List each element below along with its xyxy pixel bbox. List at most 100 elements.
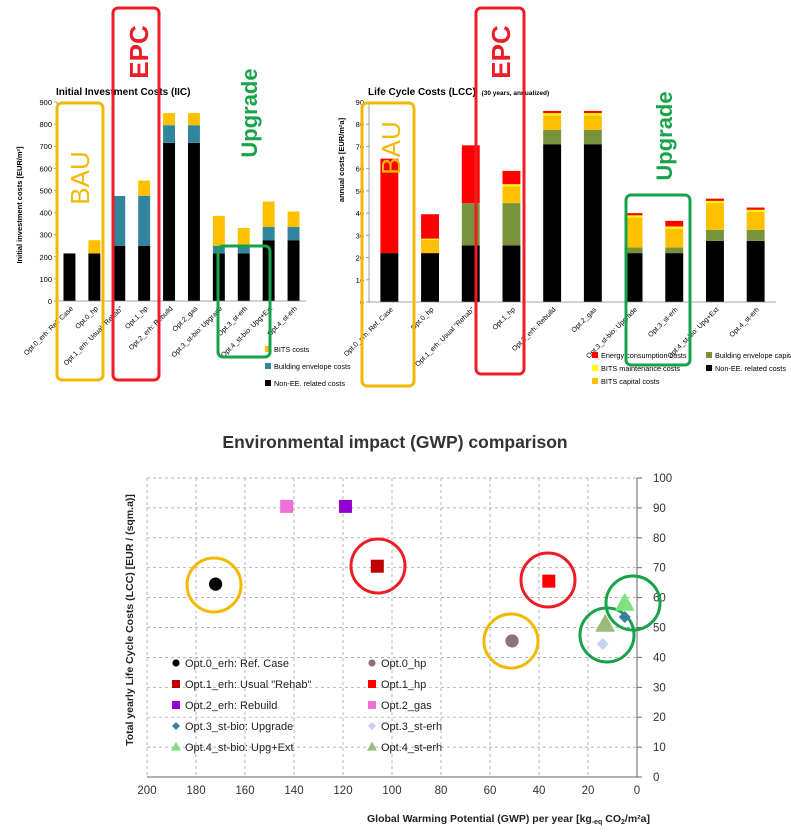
iic-bar-building-envelope-costs (237, 245, 250, 254)
lcc-y-tick-label: 80 (356, 120, 364, 129)
upgrade-label-iic: Upgrade (237, 68, 262, 157)
iic-bar-bits-costs (262, 201, 275, 227)
lcc-legend: Energy consumption costs BITS maintenance… (592, 351, 791, 386)
lcc-bar-energy-consumption-costs (543, 110, 562, 114)
iic-y-tick-label: 400 (39, 209, 52, 218)
iic-legend: BITS costs Building envelope costs Non-EE.… (265, 345, 351, 388)
gwp-legend-item: Opt.2_erh: Rebuild (172, 700, 277, 712)
epc-circle-rehab (349, 537, 407, 595)
bau-label-lcc: BAU (376, 121, 406, 174)
lcc-bar-building-envelope-capital-costs (543, 129, 562, 145)
gwp-x-tick-label: 20 (582, 785, 595, 797)
gwp-legend-label: Opt.2_erh: Rebuild (185, 700, 277, 712)
lcc-bar-non-ee-related-costs (624, 253, 643, 302)
iic-x-tick-label: Opt.0_erh: Ref. Case (23, 305, 75, 357)
lcc-legend-label: Building envelope capital costs (715, 351, 791, 360)
gwp-x-tick-label: 100 (382, 785, 401, 797)
gwp-point-opt-3-st-erh (596, 637, 609, 650)
lcc-x-tick-label: Opt.0_erh: Ref. Case (343, 306, 395, 358)
lcc-bar-building-envelope-capital-costs (624, 247, 643, 254)
lcc-y-tick-label: 30 (356, 231, 364, 240)
gwp-point-opt-0-erh-ref-case (171, 658, 181, 668)
gwp-y-tick-label: 0 (653, 772, 659, 784)
lcc-bar-non-ee-related-costs (421, 253, 440, 302)
gwp-point-opt-2-gas (280, 499, 294, 513)
gwp-legend-label: Opt.0_erh: Ref. Case (185, 658, 289, 670)
iic-bar-bits-costs (163, 113, 176, 126)
iic-y-tick-label: 800 (39, 120, 52, 129)
lcc-legend-swatch (592, 352, 598, 358)
lcc-legend-label: BITS capital costs (601, 377, 660, 386)
iic-bar-bits-costs (287, 211, 300, 227)
lcc-x-tick-label: Opt.1_hp (492, 306, 517, 331)
lcc-bar-energy-consumption-costs (746, 207, 765, 210)
iic-bar-bits-costs (88, 240, 101, 254)
gwp-point-opt-2-erh-rebuild (338, 499, 352, 513)
gwp-legend-label: Opt.4_st-erh (381, 742, 442, 754)
gwp-point-opt-4-st-erh (367, 741, 377, 751)
epc-label-iic: EPC (124, 25, 154, 79)
gwp-point-opt-3-st-bio-upgrade (172, 722, 180, 730)
gwp-y-tick-label: 20 (653, 712, 666, 724)
gwp-point-opt-0-hp (367, 658, 377, 668)
gwp-x-tick-label: 200 (137, 785, 156, 797)
lcc-bar-bits-capital-costs (705, 203, 724, 230)
iic-bar-non-ee-related-costs (138, 245, 151, 301)
lcc-legend-swatch (706, 352, 712, 358)
lcc-legend-swatch (592, 378, 598, 384)
gwp-point-opt-4-st-erh (595, 613, 616, 632)
lcc-y-tick-label: 60 (356, 165, 364, 174)
lcc-bar-bits-capital-costs (502, 186, 521, 204)
lcc-y-tick-label: 10 (356, 276, 364, 285)
lcc-bar-building-envelope-capital-costs (746, 229, 765, 241)
gwp-x-axis-label: Global Warming Potential (GWP) per year … (367, 813, 650, 826)
upgrade-box-iic (216, 244, 272, 359)
gwp-legend-item: Opt.1_hp (368, 679, 426, 691)
gwp-point-opt-0-erh-ref-case (208, 576, 224, 592)
gwp-point-opt-4-st-bio-upg-ext (614, 592, 635, 611)
upgrade-box-lcc (624, 193, 692, 367)
gwp-x-axis-label-sub2: 2 (621, 819, 625, 826)
iic-y-tick-label: 700 (39, 142, 52, 151)
lcc-legend-swatch (592, 365, 598, 371)
iic-bar-building-envelope-costs (187, 125, 200, 143)
bau-circle-hp (482, 612, 540, 670)
gwp-legend-label: Opt.1_erh: Usual "Rehab" (185, 679, 312, 691)
lcc-chart-title: Life Cycle Costs (LCC) (368, 87, 476, 98)
gwp-y-tick-label: 80 (653, 533, 666, 545)
lcc-bar-bits-maintenance-costs (705, 200, 724, 204)
gwp-legend-label: Opt.3_st-bio: Upgrade (185, 721, 293, 733)
lcc-bar-building-envelope-capital-costs (665, 247, 684, 254)
iic-bar-bits-costs (212, 215, 225, 246)
gwp-legend-item: Opt.3_st-bio: Upgrade (172, 721, 293, 733)
gwp-legend-item: Opt.4_st-erh (367, 741, 442, 754)
gwp-x-tick-label: 120 (333, 785, 352, 797)
gwp-y-tick-label: 50 (653, 623, 666, 635)
gwp-y-axis-label: Total yearly Life Cycle Costs (LCC) [EUR… (124, 494, 136, 746)
gwp-points (208, 499, 635, 650)
upgrade-label-lcc: Upgrade (652, 91, 677, 180)
epc-circle-hp (519, 551, 577, 609)
lcc-x-tick-label: Opt.3_st-erh (647, 306, 680, 339)
iic-legend-swatch (265, 380, 271, 386)
iic-x-tick-label: Opt.1_hp (124, 305, 149, 330)
lcc-x-tick-label: Opt.4_st-erh (729, 306, 762, 339)
gwp-point-opt-2-gas (368, 701, 376, 709)
gwp-x-axis-label-tail: CO (602, 813, 621, 825)
gwp-x-tick-label: 40 (533, 785, 546, 797)
lcc-y-tick-label: 50 (356, 187, 364, 196)
gwp-x-axis-label-sub: -eq (592, 819, 603, 826)
gwp-point-opt-4-st-bio-upg-ext (171, 741, 181, 751)
iic-x-tick-label: Opt.0_hp (74, 305, 99, 330)
gwp-point-opt-1-hp (542, 574, 556, 588)
lcc-x-tick-label: Opt.2_gas (570, 306, 598, 334)
lcc-bar-energy-consumption-costs (502, 170, 521, 185)
lcc-bar-building-envelope-capital-costs (583, 129, 602, 145)
lcc-y-axis-label: annual costs [EUR/m²a] (337, 117, 346, 202)
gwp-chart-title: Environmental impact (GWP) comparison (222, 432, 567, 452)
bau-label-iic: BAU (65, 151, 95, 204)
gwp-point-opt-1-hp (368, 680, 376, 688)
iic-bar-bits-costs (138, 180, 151, 196)
lcc-y-tick-label: 40 (356, 209, 364, 218)
gwp-x-tick-label: 160 (235, 785, 254, 797)
